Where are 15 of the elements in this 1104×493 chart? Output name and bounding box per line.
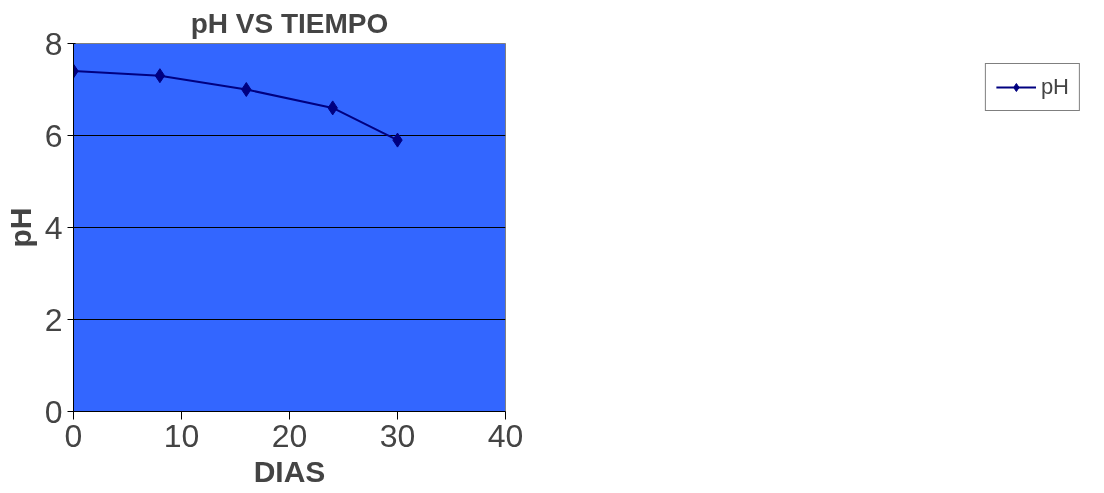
x-tick-label: 40 — [487, 417, 524, 454]
y-tick-label: 4 — [44, 209, 63, 246]
point — [154, 68, 166, 84]
chart-title: pH VS TIEMPO — [190, 7, 389, 39]
x-tick-label: 30 — [379, 417, 416, 454]
x-tick-label: 20 — [271, 417, 308, 454]
legend-label: pH — [1040, 74, 1069, 100]
y-tick-label: 0 — [44, 393, 63, 430]
x-axis-title: DIAS — [253, 454, 326, 488]
y-axis-title: pH — [3, 207, 37, 248]
y-tick-label: 6 — [44, 117, 63, 154]
point — [241, 82, 252, 97]
x-tick-label: 10 — [163, 417, 200, 454]
y-tick-label: 8 — [44, 25, 63, 62]
y-tick-label: 2 — [44, 301, 63, 338]
